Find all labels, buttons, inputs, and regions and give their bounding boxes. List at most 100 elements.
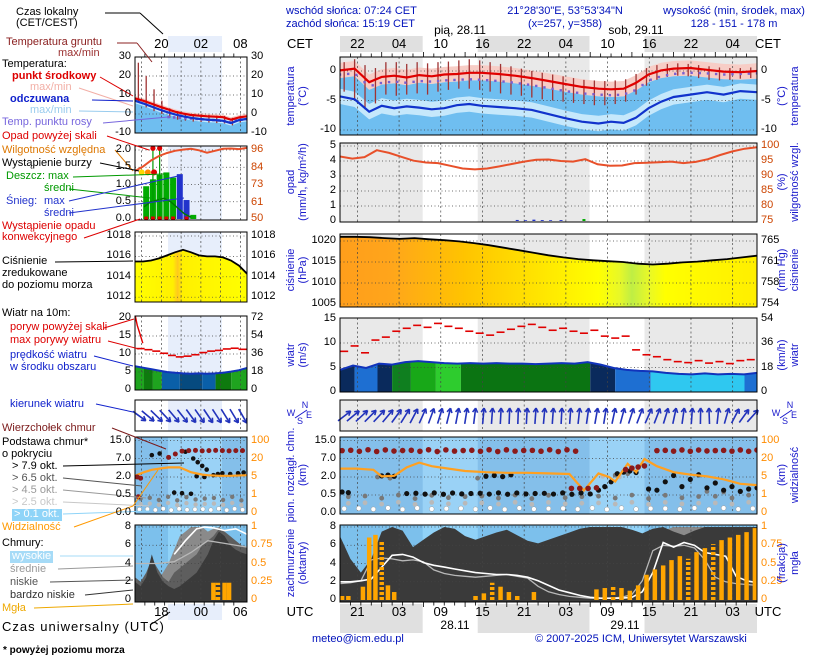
- utc-tick: 21: [350, 604, 365, 619]
- mini-ytick-vis-right: 0: [251, 506, 258, 518]
- legend-midpoint-maxmin: max/min: [30, 81, 72, 93]
- legend-dew-point: Temp. punktu rosy: [2, 116, 92, 128]
- legend-rain-avg: średni: [44, 182, 74, 194]
- mini-ytick-kmh-right: 0: [251, 383, 258, 395]
- svg-text:S: S: [782, 416, 788, 426]
- main-ytick-opad-left: 2: [329, 184, 336, 196]
- legend-clouds-verylow: bardzo niskie: [10, 589, 75, 601]
- mini-ytick-wind-left: 10: [118, 347, 131, 359]
- legend-snow: Śnieg:: [6, 195, 38, 207]
- contact-email-link[interactable]: meteo@icm.edu.pl: [312, 633, 404, 645]
- svg-text:E: E: [306, 410, 312, 420]
- mini-ytick-vis-right: 1: [251, 488, 258, 500]
- cet-tick: 22: [516, 36, 532, 51]
- legend-okt-79: > 7.9 okt.: [12, 460, 58, 472]
- mini-ytick-vis-right: 5: [251, 470, 258, 482]
- main-ytick-hum-right: 90: [761, 169, 774, 181]
- mini-ytick-fog-right: 0.75: [251, 538, 273, 551]
- main-ytick-wind-left: 0: [329, 385, 336, 397]
- legend-pressure-2: zredukowane: [2, 267, 68, 279]
- mini-ytick-hum-right: 96: [251, 143, 264, 155]
- mini-ytick-opad-left: 1.5: [115, 160, 131, 173]
- axis-label-right-2: ciśnienie: [789, 248, 801, 292]
- svg-text:W: W: [287, 408, 296, 418]
- main-ytick-hum-right: 100: [761, 139, 780, 151]
- mini-ytick-wind-left: 20: [118, 311, 131, 323]
- legend-max-gusts: max porywy wiatru: [10, 334, 102, 346]
- mini-ytick-fog-right: 0: [251, 593, 258, 605]
- date-label-1: 28.11: [440, 618, 470, 632]
- main-ytick-opad-left: 3: [329, 169, 336, 181]
- mini-ytick-temp-right: 20: [251, 69, 264, 81]
- utc-tick: 03: [558, 604, 574, 619]
- axis-label-right-4: widzialność: [789, 446, 801, 504]
- footnote-asl: * powyżej poziomu morza: [3, 645, 125, 656]
- legend-local-time-1: Czas lokalny: [16, 6, 79, 18]
- mini-ytick-kmh-right: 36: [251, 347, 264, 359]
- main-ytick-temp-left: -5: [326, 93, 336, 106]
- main-ytick-pion-left: 0.5: [320, 488, 336, 500]
- mini-ytick-pion-left: 0.0: [115, 506, 131, 518]
- sunrise-text: wschód słońca: 07:24 CET: [286, 5, 417, 17]
- main-ytick-press-left: 1005: [311, 297, 336, 309]
- main-ytick-mmhg-right: 754: [761, 297, 780, 309]
- cet-tick: 10: [433, 36, 448, 51]
- main-ytick-temp-left: 0: [329, 64, 336, 76]
- mini-ytick-wind-left: 0: [124, 383, 131, 395]
- altitude-values: 128 - 151 - 178 m: [690, 18, 778, 30]
- axis-label-right-5: mgła: [789, 551, 801, 575]
- mini-ytick-press-left: 1012: [106, 290, 131, 303]
- main-ytick-zach-left: 8: [329, 520, 336, 532]
- mini-ytick-zach-left: 0: [124, 593, 131, 605]
- svg-text:N: N: [787, 400, 794, 410]
- mini-ytick-temp-left: 30: [118, 50, 131, 62]
- date-label-2: 29.11: [610, 618, 640, 632]
- main-ytick-vis-right: 0: [761, 506, 768, 518]
- main-ytick-hum-right: 95: [761, 154, 774, 166]
- legend-wind-speed-2: w środku obszaru: [10, 361, 97, 373]
- main-ytick-fog-right: 0.5: [761, 556, 777, 569]
- utc-tick: 03: [725, 604, 740, 619]
- utc-tick: 21: [683, 604, 699, 619]
- cet-tick: 22: [350, 36, 365, 51]
- mini-ytick-temp-right: 10: [251, 88, 264, 100]
- legend-okt-01: > 0.1 okt.: [12, 508, 62, 521]
- mini-ytick-temp-left: 0: [124, 107, 131, 119]
- legend-midpoint-temp: punkt środkowy: [12, 70, 97, 82]
- day-label-1: pią, 28.11: [434, 23, 486, 37]
- main-ytick-kmh-right: 0: [761, 385, 768, 397]
- main-ytick-hum-right: 75: [761, 214, 774, 226]
- main-ytick-opad-left: 0: [329, 214, 336, 226]
- legend-okt-65: > 6.5 okt.: [12, 472, 58, 484]
- copyright-text: © 2007-2025 ICM, Uniwersytet Warszawski: [535, 633, 747, 645]
- legend-wind-speed-1: prędkość wiatru: [10, 349, 88, 361]
- legend-clouds-low: niskie: [10, 576, 39, 588]
- legend-thunderstorm: Wystąpienie burzy: [2, 157, 92, 169]
- mini-ytick-zach-left: 2: [124, 574, 131, 587]
- main-ytick-fog-right: 0.75: [761, 538, 783, 551]
- mini-ytick-hum-right: 73: [251, 177, 264, 190]
- mini-ytick-temp-left: 20: [118, 69, 131, 81]
- axis-unit-left-2: (hPa): [297, 256, 309, 284]
- legend-local-time-2: (CET/CEST): [16, 17, 78, 29]
- main-ytick-press-left: 1010: [311, 276, 336, 288]
- axis-unit-right-2: (mm Hg): [776, 248, 788, 292]
- legend-cloud-base-2: o pokryciu: [2, 448, 53, 460]
- axis-label-right-1: wilgotność wzgl.: [789, 142, 801, 222]
- main-ytick-mmhg-right: 765: [761, 234, 780, 246]
- legend-visibility: Widzialność: [2, 521, 61, 533]
- utc-tick: 03: [391, 604, 407, 619]
- main-ytick-temp-right: -5: [761, 93, 771, 106]
- main-ytick-vis-right: 5: [761, 470, 768, 482]
- axis-unit-right-3: (km/h): [776, 339, 788, 371]
- utc-tick: 15: [642, 604, 657, 619]
- legend-ground-temp-maxmin: max/min: [58, 47, 100, 59]
- legend-okt-45: > 4.5 okt.: [12, 484, 58, 496]
- mini-ytick-press-left: 1018: [106, 229, 131, 241]
- mini-ytick-fog-right: 0.25: [251, 574, 273, 587]
- utc-tick: 15: [475, 604, 490, 619]
- main-ytick-kmh-right: 54: [761, 311, 774, 324]
- axis-label-left-0: temperatura: [285, 66, 297, 126]
- main-ytick-fog-right: 0.25: [761, 574, 783, 587]
